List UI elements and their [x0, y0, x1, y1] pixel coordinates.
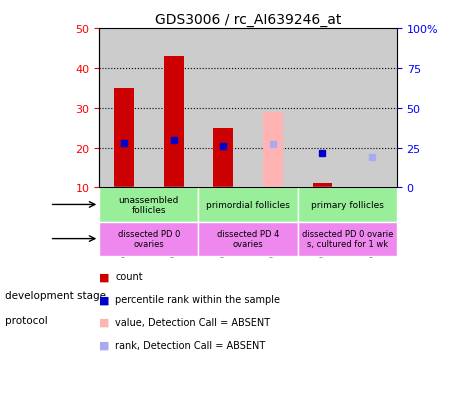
FancyBboxPatch shape: [298, 222, 397, 256]
Title: GDS3006 / rc_AI639246_at: GDS3006 / rc_AI639246_at: [155, 12, 341, 26]
Text: rank, Detection Call = ABSENT: rank, Detection Call = ABSENT: [115, 340, 265, 350]
Bar: [248, 29, 298, 188]
Text: protocol: protocol: [5, 315, 47, 325]
Bar: [263, 112, 283, 188]
Text: dissected PD 0 ovarie
s, cultured for 1 wk: dissected PD 0 ovarie s, cultured for 1 …: [302, 229, 393, 249]
Text: ■: ■: [99, 340, 110, 350]
Text: dissected PD 0
ovaries: dissected PD 0 ovaries: [118, 229, 180, 249]
Text: ■: ■: [99, 317, 110, 327]
Text: ■: ■: [99, 294, 110, 304]
Text: dissected PD 4
ovaries: dissected PD 4 ovaries: [217, 229, 279, 249]
FancyBboxPatch shape: [298, 188, 397, 222]
Text: percentile rank within the sample: percentile rank within the sample: [115, 294, 280, 304]
Bar: [347, 29, 397, 188]
Text: development stage: development stage: [5, 290, 106, 300]
Bar: [213, 128, 233, 188]
FancyBboxPatch shape: [198, 188, 298, 222]
Bar: [99, 29, 149, 188]
FancyBboxPatch shape: [99, 222, 198, 256]
FancyBboxPatch shape: [99, 188, 198, 222]
Text: unassembled
follicles: unassembled follicles: [119, 195, 179, 215]
Text: primary follicles: primary follicles: [311, 200, 384, 209]
Text: primordial follicles: primordial follicles: [206, 200, 290, 209]
FancyBboxPatch shape: [198, 222, 298, 256]
Bar: [198, 29, 248, 188]
Text: ■: ■: [99, 272, 110, 282]
Bar: [164, 57, 184, 188]
Bar: [313, 184, 332, 188]
Bar: [298, 29, 347, 188]
Bar: [149, 29, 198, 188]
Bar: [114, 88, 134, 188]
Text: value, Detection Call = ABSENT: value, Detection Call = ABSENT: [115, 317, 270, 327]
Text: count: count: [115, 272, 143, 282]
